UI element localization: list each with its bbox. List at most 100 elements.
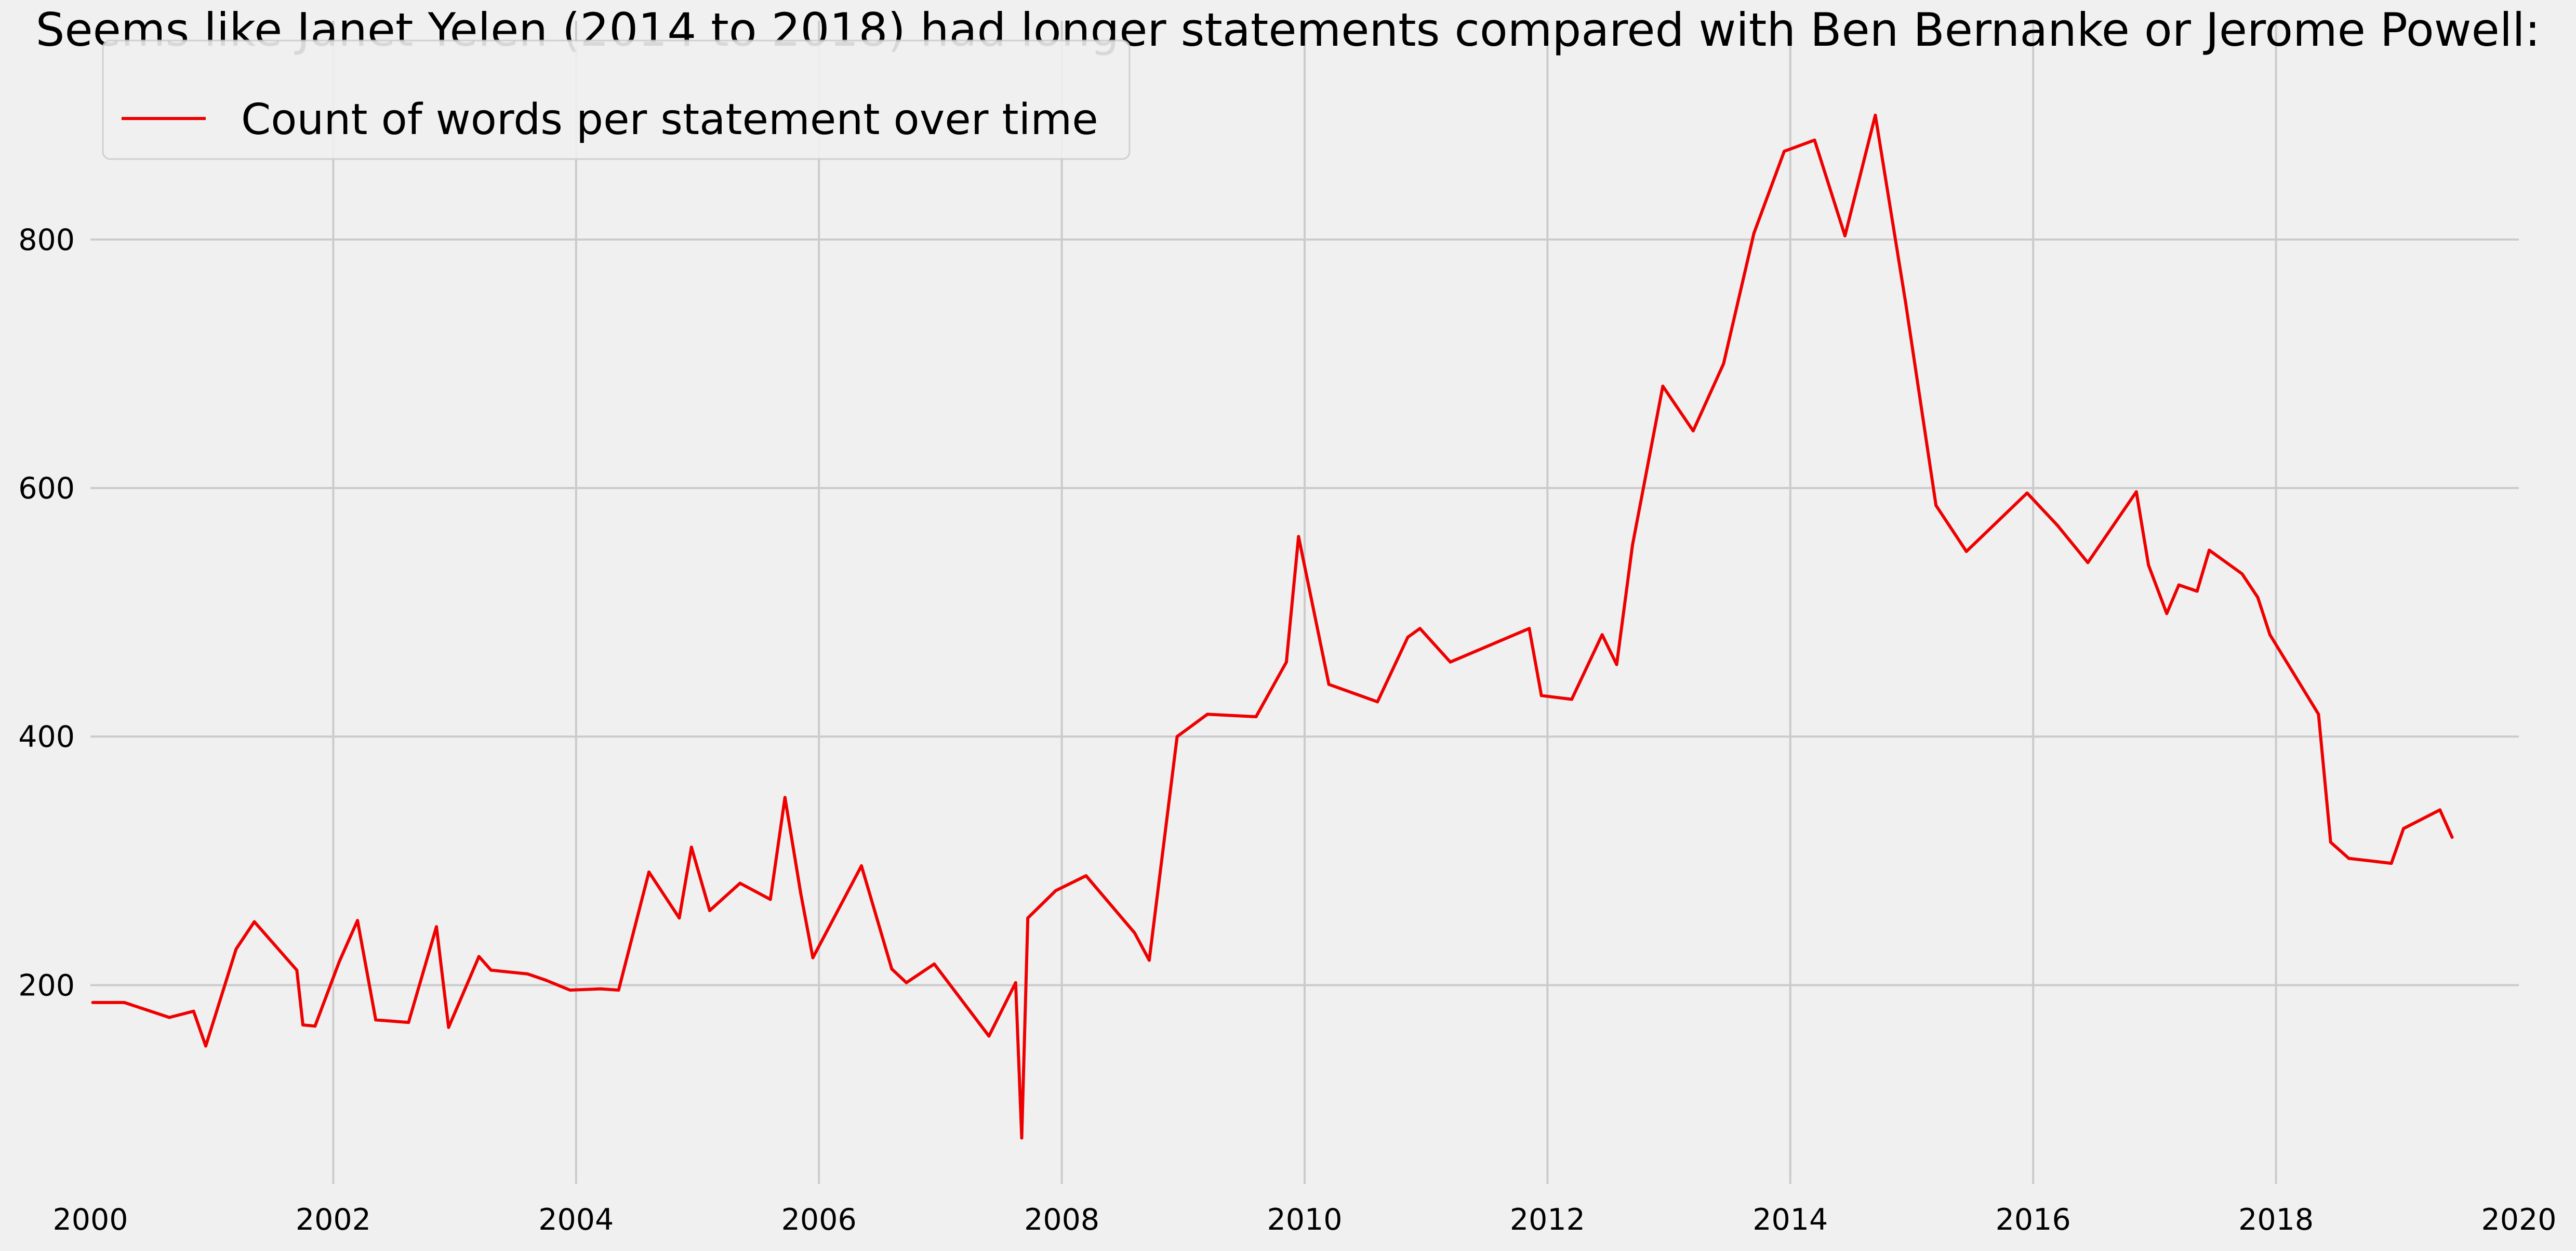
x-tick-label: 2020 <box>2481 1203 2556 1237</box>
data-point <box>1722 362 1725 365</box>
data-point <box>617 989 620 992</box>
data-point <box>2402 827 2405 831</box>
data-point <box>407 1021 410 1024</box>
data-point <box>708 909 711 912</box>
data-point <box>2329 840 2332 844</box>
data-point <box>783 796 787 799</box>
data-point <box>1406 636 1410 639</box>
data-point <box>987 1034 991 1038</box>
data-point <box>1813 138 1816 142</box>
data-point <box>1297 535 1300 538</box>
data-point <box>599 987 602 991</box>
data-point <box>1904 301 1907 305</box>
data-point <box>253 920 256 924</box>
data-point <box>678 916 681 920</box>
x-tick-label: 2008 <box>1024 1203 1099 1237</box>
data-point <box>1661 385 1665 388</box>
data-point <box>1449 660 1452 664</box>
data-point <box>477 955 481 958</box>
data-point <box>1752 231 1756 235</box>
data-point <box>234 947 238 951</box>
data-point <box>435 925 438 929</box>
data-point <box>2389 862 2393 865</box>
horizontal-gridlines <box>90 238 2519 986</box>
data-point <box>2195 589 2199 593</box>
data-point <box>890 967 894 971</box>
y-tick-label: 200 <box>18 968 75 1003</box>
data-point <box>799 891 803 895</box>
data-point <box>338 960 341 963</box>
data-point <box>2450 835 2454 839</box>
data-point <box>2177 583 2181 587</box>
data-point <box>192 1009 195 1013</box>
series-layer <box>91 113 2454 1140</box>
data-point <box>313 1024 317 1028</box>
y-axis-tick-labels: 200 400 600 800 <box>18 223 75 1003</box>
data-point <box>1874 113 1877 117</box>
data-point <box>91 1000 95 1004</box>
data-point <box>689 846 693 849</box>
x-tick-label: 2012 <box>1510 1203 1585 1237</box>
data-point <box>1014 981 1017 984</box>
legend-label: Count of words per statement over time <box>241 95 1098 144</box>
data-point <box>123 1000 126 1004</box>
x-tick-label: 2010 <box>1267 1203 1342 1237</box>
data-point <box>1539 694 1543 697</box>
data-point <box>2055 523 2059 527</box>
data-point <box>1615 663 1618 666</box>
data-point <box>905 981 908 984</box>
data-point <box>811 956 815 959</box>
y-tick-label: 800 <box>18 223 75 257</box>
data-point <box>2134 490 2138 494</box>
data-point <box>489 968 493 972</box>
data-point <box>860 864 863 867</box>
data-point <box>1600 633 1604 637</box>
data-point <box>647 870 650 874</box>
vertical-gridlines <box>332 21 2277 1184</box>
data-point <box>1376 700 1379 704</box>
data-point <box>1054 889 1057 892</box>
data-point <box>1964 550 1968 553</box>
data-point <box>2147 563 2150 567</box>
data-point <box>1254 715 1258 718</box>
data-point <box>2256 596 2260 599</box>
legend: Count of words per statement over time <box>102 39 1131 160</box>
data-point <box>526 972 529 976</box>
y-tick-label: 400 <box>18 720 75 754</box>
data-point <box>1084 874 1088 877</box>
data-point <box>2208 548 2211 552</box>
data-point <box>738 881 742 885</box>
data-point <box>1020 1136 1024 1140</box>
data-point <box>447 1025 450 1029</box>
x-tick-label: 2016 <box>1996 1203 2071 1237</box>
data-point <box>2240 572 2244 575</box>
data-point <box>1843 234 1847 238</box>
x-axis-tick-labels: 2000 2002 2004 2006 2008 2010 2012 2014 2016 2018… <box>52 1203 2556 1237</box>
data-point <box>1570 697 1574 701</box>
data-point <box>295 968 299 972</box>
data-point <box>1934 504 1938 507</box>
data-point <box>2165 612 2169 615</box>
x-tick-label: 2000 <box>52 1203 128 1237</box>
x-tick-label: 2004 <box>538 1203 614 1237</box>
data-point <box>1175 735 1179 739</box>
data-point <box>1691 429 1695 432</box>
data-point <box>1026 916 1030 920</box>
y-tick-label: 600 <box>18 471 75 506</box>
data-point <box>1284 660 1288 664</box>
data-point <box>568 989 572 992</box>
data-point <box>301 1023 304 1026</box>
data-point <box>356 919 360 923</box>
data-point <box>2347 857 2351 860</box>
data-point <box>374 1018 378 1022</box>
data-point <box>544 978 548 982</box>
data-point <box>1783 150 1786 153</box>
x-tick-label: 2014 <box>1752 1203 1828 1237</box>
data-point <box>2438 808 2442 812</box>
data-point <box>1418 627 1422 630</box>
data-point <box>167 1016 171 1019</box>
x-tick-label: 2002 <box>296 1203 371 1237</box>
data-point <box>204 1044 207 1048</box>
data-point <box>1133 931 1136 934</box>
